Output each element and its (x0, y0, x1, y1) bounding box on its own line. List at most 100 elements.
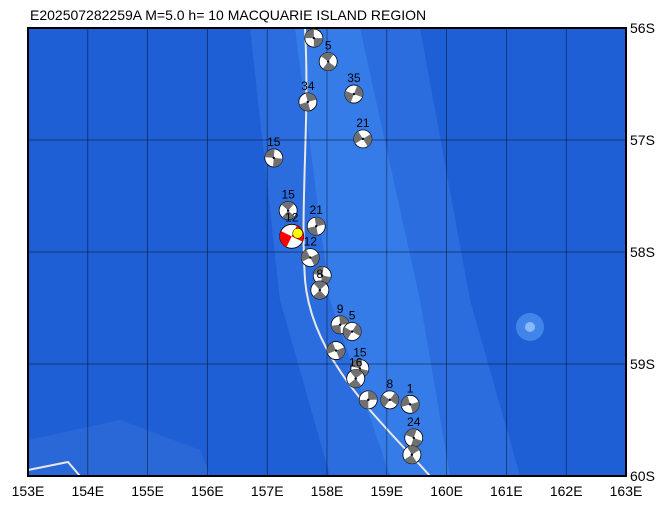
depth-label: 8 (386, 377, 393, 391)
lat-label: 58S (630, 244, 655, 260)
beachball-quadrant (401, 395, 411, 407)
beachball-quadrant (389, 392, 399, 406)
beachball-quadrant (272, 157, 283, 167)
beachball-center (410, 453, 414, 456)
beachball-quadrant (410, 401, 420, 413)
beachball-quadrant (380, 394, 390, 408)
focal-mechanism (318, 52, 338, 71)
beachball-quadrant (307, 226, 318, 236)
lon-label: 155E (131, 483, 164, 499)
depth-label: 34 (301, 79, 315, 93)
depth-label: 24 (407, 415, 421, 429)
lon-label: 162E (550, 483, 583, 499)
focal-mechanism (310, 280, 330, 300)
beachball-quadrant (352, 323, 362, 337)
lat-label: 59S (630, 356, 655, 372)
beachball-quadrant (368, 390, 378, 400)
lat-label: 56S (630, 20, 655, 36)
lon-label: 161E (490, 483, 523, 499)
beachball-quadrant (264, 148, 275, 158)
focal-mechanism (380, 390, 400, 410)
beachball-center (358, 367, 362, 370)
focal-mechanism (298, 92, 318, 112)
beachball-quadrant (335, 347, 345, 359)
focal-mechanism (342, 322, 362, 341)
beachball-center (412, 436, 415, 440)
beachball-quadrant (348, 378, 362, 388)
beachball-center (354, 377, 357, 380)
depth-label: 16 (349, 356, 363, 370)
beachball-quadrant (331, 324, 342, 334)
beachball-center (388, 398, 391, 402)
beachball-quadrant (351, 359, 363, 369)
lon-label: 163E (610, 483, 643, 499)
beachball-quadrant (353, 85, 363, 98)
beachball-center (334, 349, 338, 352)
beachball-quadrant (313, 281, 327, 291)
beachball-center (361, 137, 365, 141)
beachball-quadrant (304, 29, 314, 39)
depth-label: 9 (337, 302, 344, 316)
lon-label: 159E (370, 483, 403, 499)
beachball-quadrant (313, 290, 326, 300)
beachball-center (352, 92, 356, 96)
main-event (292, 228, 303, 239)
beachball-center (272, 156, 275, 160)
focal-mechanism (264, 148, 284, 168)
beachball-center (338, 323, 342, 326)
beachball-quadrant (310, 253, 320, 266)
beachball-center (408, 403, 412, 406)
lon-label: 154E (71, 483, 104, 499)
focal-mechanism (306, 216, 326, 236)
beachball-quadrant (322, 61, 336, 71)
depth-label: 15 (267, 135, 281, 149)
beachball-quadrant (407, 445, 420, 455)
beachball-quadrant (410, 437, 423, 447)
focal-mechanism (304, 28, 324, 48)
focal-mechanism (279, 223, 305, 249)
focal-mechanism (402, 445, 422, 465)
beachball-center (326, 60, 330, 63)
beachball-quadrant (359, 399, 369, 409)
depth-label: 21 (310, 203, 324, 217)
beachball-quadrant (343, 326, 353, 340)
depth-label: 8 (316, 267, 323, 281)
focal-mechanism (344, 84, 364, 104)
beachball-center (309, 256, 312, 259)
depth-label: 5 (325, 39, 332, 53)
depth-label: 12 (304, 235, 318, 249)
beachball-quadrant (299, 101, 311, 111)
beachball-center (321, 274, 324, 277)
beachball-center (306, 100, 310, 104)
lat-label: 60S (630, 468, 655, 484)
depth-label: 35 (347, 71, 361, 85)
lat-label: 57S (630, 132, 655, 148)
depth-label: 12 (285, 210, 299, 224)
lon-label: 158E (311, 483, 344, 499)
lon-label: 156E (191, 483, 224, 499)
depth-label: 15 (353, 345, 367, 359)
focal-mechanism (358, 390, 378, 410)
beachball-quadrant (362, 134, 372, 147)
beachball-center (367, 398, 370, 402)
focal-mechanism (326, 341, 346, 360)
focal-mechanism (312, 266, 332, 285)
lon-label: 160E (430, 483, 463, 499)
beachball-quadrant (282, 210, 295, 220)
beachball-center (312, 36, 316, 40)
beachball-quadrant (301, 249, 311, 262)
focal-mechanism (278, 201, 298, 220)
beachball-quadrant (279, 231, 292, 248)
map-frame (27, 27, 627, 477)
beachball-quadrant (405, 428, 417, 438)
beachball-quadrant (313, 266, 324, 276)
depth-label: 5 (349, 309, 356, 323)
focal-mechanism (346, 369, 366, 388)
beachball-quadrant (326, 342, 336, 354)
beachball-center (350, 330, 354, 333)
depth-label: 15 (281, 188, 295, 202)
beachball-quadrant (313, 38, 323, 48)
beachball-quadrant (353, 131, 363, 144)
focal-mechanism (353, 129, 373, 149)
